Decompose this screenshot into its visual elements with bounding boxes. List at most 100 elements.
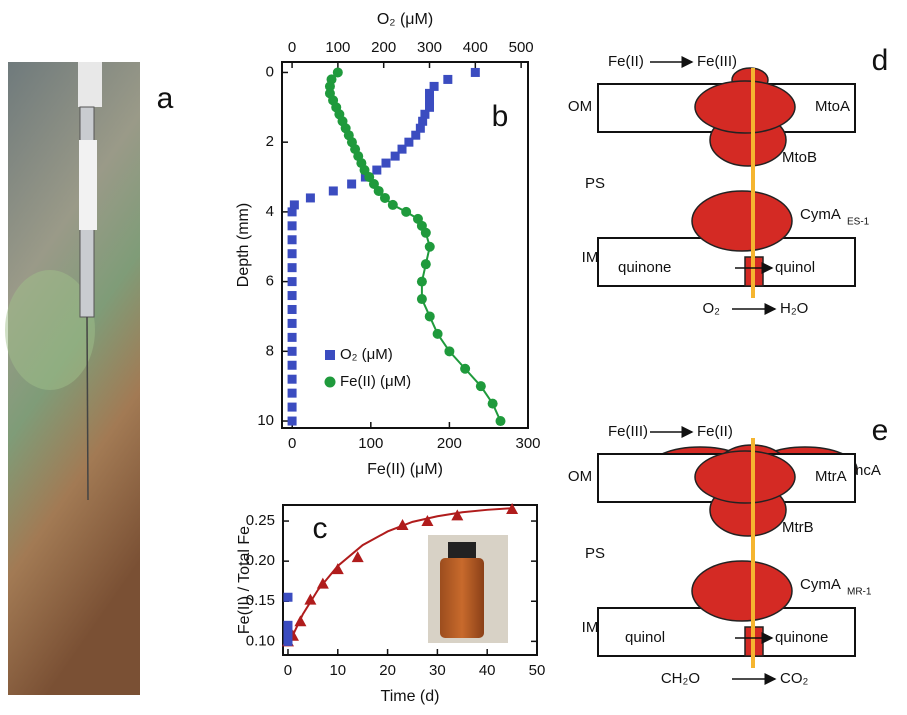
x-axis-title: Fe(II) (μM): [367, 461, 443, 478]
square-point: [288, 361, 297, 370]
panel-label: b: [492, 100, 509, 133]
square-point: [283, 593, 292, 602]
protein-subscript: MR-1: [847, 587, 872, 598]
protein: [695, 81, 795, 133]
square-point: [288, 389, 297, 398]
x2-tick-label: 0: [288, 39, 296, 56]
probe-holder: [78, 62, 102, 107]
reactant: O₂: [703, 300, 721, 317]
panel-label: e: [872, 414, 889, 447]
x2-tick-label: 200: [371, 39, 396, 56]
periplasm-label: PS: [585, 545, 605, 562]
probe-tape: [79, 140, 97, 230]
square-point: [288, 221, 297, 230]
protein-label: MtrA: [815, 468, 847, 485]
square-point: [288, 207, 297, 216]
x-tick-label: 200: [437, 435, 462, 452]
square-point: [288, 417, 297, 426]
x2-tick-label: 500: [509, 39, 534, 56]
y-tick-label: 10: [257, 412, 274, 429]
square-point: [347, 180, 356, 189]
square-point: [288, 347, 297, 356]
square-point: [283, 621, 292, 630]
protein-label: CymA: [800, 576, 841, 593]
circle-point: [433, 329, 443, 339]
square-point: [381, 159, 390, 168]
square-point: [391, 152, 400, 161]
reactant: Fe(III): [608, 423, 648, 440]
y-tick-label: 4: [266, 203, 274, 220]
quinone-label: quinone: [775, 629, 828, 646]
product: Fe(II): [697, 423, 733, 440]
series-line: [330, 72, 501, 421]
circle-point: [444, 346, 454, 356]
x-tick-label: 0: [284, 662, 292, 679]
x2-tick-label: 300: [417, 39, 442, 56]
x-tick-label: 30: [429, 662, 446, 679]
membrane-label: IM: [582, 619, 599, 636]
x-tick-label: 300: [515, 435, 540, 452]
inset-photo: [428, 535, 508, 643]
quinone-label: quinone: [618, 259, 671, 276]
membrane-label: OM: [568, 468, 592, 485]
circle-point: [380, 193, 390, 203]
cyma-protein: [692, 561, 792, 621]
square-point: [288, 277, 297, 286]
product: H₂O: [780, 300, 808, 317]
x2-axis-title: O₂ (μM): [377, 11, 433, 28]
square-point: [288, 291, 297, 300]
circle-point: [417, 294, 427, 304]
protein-label: MtoA: [815, 98, 850, 115]
legend-label: Fe(II) (μM): [340, 373, 411, 390]
square-point: [283, 629, 292, 638]
cyma-protein: [692, 191, 792, 251]
product: CO₂: [780, 670, 809, 687]
square-point: [288, 263, 297, 272]
y-tick-label: 6: [266, 273, 274, 290]
circle-point: [417, 277, 427, 287]
circle-point: [388, 200, 398, 210]
square-point: [306, 193, 315, 202]
membrane-label: OM: [568, 98, 592, 115]
x2-tick-label: 400: [463, 39, 488, 56]
legend-swatch: [325, 377, 336, 388]
figure: a b024681001002003000100200300400500Fe(I…: [0, 0, 907, 715]
x-tick-label: 100: [358, 435, 383, 452]
circle-point: [421, 228, 431, 238]
photo: a: [5, 62, 174, 695]
circle-point: [488, 399, 498, 409]
circle-point: [421, 259, 431, 269]
product: Fe(III): [697, 53, 737, 70]
y-tick-label: 0: [266, 63, 274, 80]
reactant: Fe(II): [608, 53, 644, 70]
square-point: [471, 68, 480, 77]
x-tick-label: 10: [329, 662, 346, 679]
legend-swatch: [325, 350, 335, 360]
x2-tick-label: 100: [325, 39, 350, 56]
square-point: [288, 235, 297, 244]
circle-point: [460, 364, 470, 374]
y-tick-label: 8: [266, 342, 274, 359]
x-tick-label: 40: [479, 662, 496, 679]
x-axis-title: Time (d): [381, 688, 440, 705]
reactant: CH₂O: [661, 670, 700, 687]
jar-lid: [448, 542, 476, 558]
square-point: [288, 319, 297, 328]
quinone-label: quinol: [625, 629, 665, 646]
protein-subscript: ES-1: [847, 217, 870, 228]
quinone-label: quinol: [775, 259, 815, 276]
y-tick-label: 2: [266, 133, 274, 150]
panel-label: a: [157, 82, 174, 115]
x-tick-label: 20: [379, 662, 396, 679]
square-point: [372, 166, 381, 175]
circle-point: [425, 242, 435, 252]
protein-label: MtrB: [782, 519, 814, 536]
square-point: [288, 305, 297, 314]
membrane-label: IM: [582, 249, 599, 266]
circle-point: [495, 416, 505, 426]
jar: [440, 558, 484, 638]
square-point: [283, 637, 292, 646]
triangle-point: [451, 509, 463, 520]
protein: [695, 451, 795, 503]
square-point: [329, 186, 338, 195]
